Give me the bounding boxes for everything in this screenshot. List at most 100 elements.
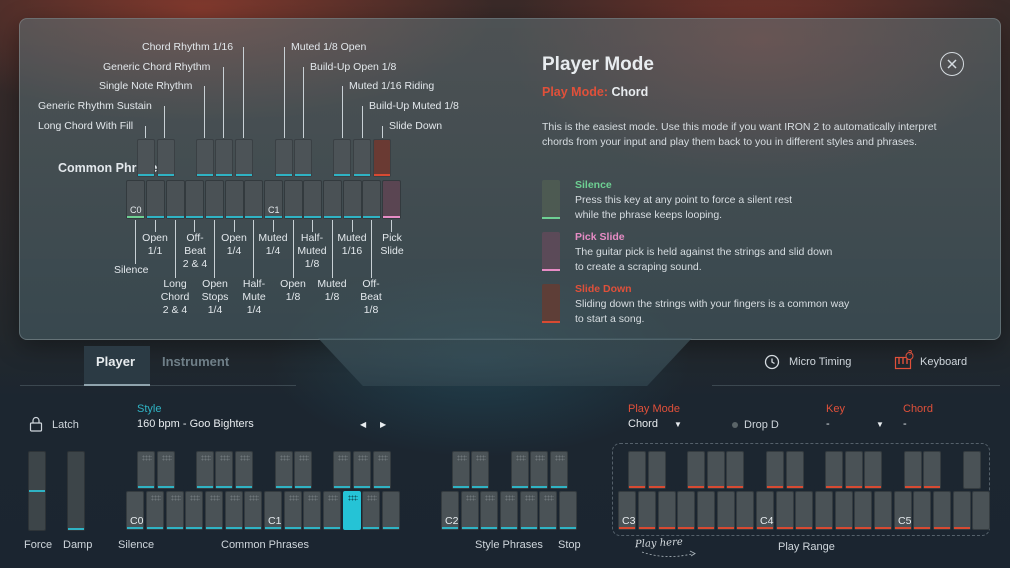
phrase-key[interactable] bbox=[244, 491, 262, 530]
play-key[interactable] bbox=[815, 491, 833, 530]
play-key[interactable] bbox=[972, 491, 990, 530]
slide-down-swatch bbox=[542, 284, 560, 323]
active-phrase-key[interactable] bbox=[343, 491, 361, 530]
latch-toggle[interactable]: Latch bbox=[52, 419, 79, 431]
phrase-key[interactable] bbox=[225, 491, 243, 530]
style-phrase-key[interactable] bbox=[539, 491, 557, 530]
phrase-key bbox=[137, 139, 155, 177]
clock-icon[interactable] bbox=[764, 354, 780, 370]
force-slider[interactable] bbox=[28, 451, 46, 531]
tab-player[interactable]: Player bbox=[96, 354, 136, 369]
phrase-key[interactable] bbox=[303, 491, 321, 530]
style-phrase-key[interactable] bbox=[480, 491, 498, 530]
play-key[interactable] bbox=[795, 491, 813, 530]
key-select[interactable]: - bbox=[826, 418, 830, 430]
style-phrase-key[interactable] bbox=[500, 491, 518, 530]
phrase-key[interactable] bbox=[137, 451, 155, 489]
legend-silence-desc: Press this key at any point to force a s… bbox=[575, 194, 793, 221]
play-key[interactable]: C5 bbox=[894, 491, 912, 530]
play-key[interactable] bbox=[726, 451, 744, 489]
legend-slide-down-title: Slide Down bbox=[575, 283, 632, 295]
play-key[interactable] bbox=[628, 451, 646, 489]
prev-style-icon[interactable]: ◀ bbox=[360, 420, 367, 429]
phrase-key[interactable] bbox=[275, 451, 293, 489]
stop-key[interactable] bbox=[559, 491, 577, 530]
style-phrase-key[interactable] bbox=[471, 451, 489, 489]
play-key[interactable] bbox=[736, 491, 754, 530]
close-icon[interactable] bbox=[940, 52, 964, 76]
play-key[interactable] bbox=[933, 491, 951, 530]
phrase-key[interactable] bbox=[382, 491, 400, 530]
play-key[interactable] bbox=[825, 451, 843, 489]
play-key[interactable] bbox=[904, 451, 922, 489]
play-key[interactable] bbox=[923, 451, 941, 489]
style-phrase-key[interactable] bbox=[520, 491, 538, 530]
micro-timing-button[interactable]: Micro Timing bbox=[789, 356, 852, 368]
stop-label: Stop bbox=[558, 539, 581, 551]
lock-icon[interactable] bbox=[29, 416, 43, 432]
phrase-key[interactable] bbox=[323, 491, 341, 530]
phrase-key[interactable] bbox=[362, 491, 380, 530]
style-phrase-key[interactable]: C2 bbox=[441, 491, 459, 530]
play-key[interactable] bbox=[697, 491, 715, 530]
chevron-down-icon[interactable]: ▼ bbox=[674, 420, 682, 429]
play-range-label: Play Range bbox=[778, 541, 835, 553]
drop-d-toggle[interactable]: Drop D bbox=[744, 419, 779, 431]
play-key[interactable] bbox=[648, 451, 666, 489]
phrase-key[interactable] bbox=[284, 491, 302, 530]
style-phrase-key[interactable] bbox=[461, 491, 479, 530]
keyboard-icon[interactable] bbox=[894, 352, 914, 370]
overlay-title: Player Mode bbox=[542, 54, 654, 75]
play-key[interactable]: C4 bbox=[756, 491, 774, 530]
phrase-key[interactable] bbox=[185, 491, 203, 530]
play-key[interactable] bbox=[717, 491, 735, 530]
play-key[interactable] bbox=[854, 491, 872, 530]
style-select[interactable]: 160 bpm - Goo Bighters bbox=[137, 418, 254, 430]
play-key[interactable] bbox=[913, 491, 931, 530]
play-key[interactable] bbox=[963, 451, 981, 489]
drop-d-indicator[interactable] bbox=[732, 422, 738, 428]
play-key[interactable] bbox=[874, 491, 892, 530]
keyboard-help-badge: ? bbox=[908, 350, 913, 357]
phrase-key[interactable] bbox=[373, 451, 391, 489]
tab-instrument[interactable]: Instrument bbox=[162, 354, 230, 369]
style-phrase-key[interactable] bbox=[550, 451, 568, 489]
play-key[interactable] bbox=[766, 451, 784, 489]
play-key[interactable]: C3 bbox=[618, 491, 636, 530]
damp-slider[interactable] bbox=[67, 451, 85, 531]
play-key[interactable] bbox=[953, 491, 971, 530]
phrase-key[interactable] bbox=[294, 451, 312, 489]
next-style-icon[interactable]: ▶ bbox=[380, 420, 387, 429]
keyboard-button[interactable]: Keyboard bbox=[920, 356, 968, 368]
phrase-key[interactable] bbox=[157, 451, 175, 489]
play-key[interactable] bbox=[658, 491, 676, 530]
phrase-key[interactable] bbox=[205, 491, 223, 530]
phrase-key[interactable] bbox=[215, 451, 233, 489]
style-phrase-key[interactable] bbox=[511, 451, 529, 489]
label-pick-slide: Pick Slide bbox=[380, 232, 404, 257]
silence-key[interactable]: C0 bbox=[126, 491, 144, 530]
play-key[interactable] bbox=[687, 451, 705, 489]
play-key[interactable] bbox=[864, 451, 882, 489]
play-key[interactable] bbox=[707, 451, 725, 489]
label-silence: Silence bbox=[114, 264, 149, 276]
play-key[interactable] bbox=[677, 491, 695, 530]
chord-select[interactable]: - bbox=[903, 418, 907, 430]
play-key[interactable] bbox=[845, 451, 863, 489]
phrase-key[interactable]: C1 bbox=[264, 491, 282, 530]
play-key[interactable] bbox=[638, 491, 656, 530]
style-phrase-key[interactable] bbox=[452, 451, 470, 489]
play-key[interactable] bbox=[786, 451, 804, 489]
phrase-key[interactable] bbox=[235, 451, 253, 489]
chevron-down-icon[interactable]: ▼ bbox=[876, 420, 884, 429]
phrase-key[interactable] bbox=[166, 491, 184, 530]
phrase-key[interactable] bbox=[196, 451, 214, 489]
play-key[interactable] bbox=[776, 491, 794, 530]
play-key[interactable] bbox=[835, 491, 853, 530]
overlay-notch bbox=[318, 338, 692, 386]
phrase-key[interactable] bbox=[146, 491, 164, 530]
phrase-key[interactable] bbox=[333, 451, 351, 489]
play-mode-select[interactable]: Chord bbox=[628, 418, 658, 430]
style-phrase-key[interactable] bbox=[530, 451, 548, 489]
phrase-key[interactable] bbox=[353, 451, 371, 489]
